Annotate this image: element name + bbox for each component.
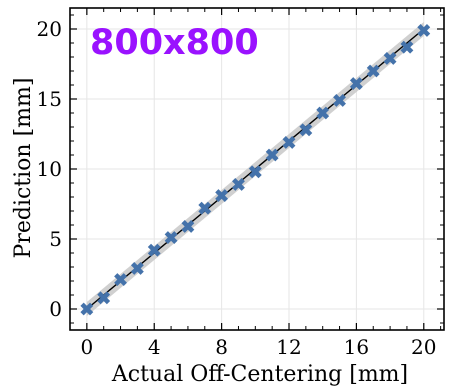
data-point-stroke (232, 177, 245, 191)
data-point-stroke (333, 93, 346, 107)
axes (69, 7, 445, 331)
data-point (147, 243, 161, 257)
x-tick-label: 8 (215, 335, 228, 359)
x-axis-label: Actual Off-Centering [mm] (111, 362, 408, 386)
data-point (366, 64, 380, 78)
x-tick-label: 16 (344, 335, 369, 359)
data-point (130, 261, 144, 275)
data-point (333, 93, 346, 107)
data-point (417, 23, 431, 37)
y-tick-label: 10 (37, 157, 62, 181)
data-point (198, 201, 212, 215)
data-point-stroke (400, 40, 414, 54)
data-point (265, 148, 279, 162)
x-tick-label: 4 (148, 335, 161, 359)
y-tick-label: 5 (49, 227, 62, 251)
data-point-stroke (181, 219, 195, 233)
data-point (80, 302, 94, 316)
data-point-stroke (147, 243, 161, 257)
data-point-stroke (97, 291, 111, 305)
data-point (215, 189, 229, 203)
data-point-stroke (383, 51, 397, 65)
data-point-stroke (215, 189, 229, 203)
y-tick-label: 20 (37, 17, 62, 41)
data-point-stroke (164, 231, 178, 245)
x-tick-label: 12 (276, 335, 301, 359)
data-point (282, 135, 296, 149)
data-point (232, 177, 245, 191)
data-point (299, 123, 313, 137)
x-tick-label: 20 (411, 335, 436, 359)
data-point (181, 219, 195, 233)
data-point-stroke (80, 302, 94, 316)
y-tick-label: 0 (49, 297, 62, 321)
y-axis-label: Prediction [mm] (11, 78, 36, 259)
data-point-stroke (130, 261, 144, 275)
x-tick-label: 0 (80, 335, 93, 359)
data-point-stroke (114, 273, 127, 287)
data-point-stroke (248, 165, 262, 179)
data-point (114, 273, 127, 287)
data-point-stroke (349, 77, 363, 91)
data-point-stroke (198, 201, 212, 215)
data-point-stroke (417, 23, 431, 37)
y-tick-label: 15 (37, 87, 62, 111)
data-point-stroke (265, 148, 279, 162)
data-point (316, 106, 330, 120)
data-point (97, 291, 111, 305)
tick-labels: 0 4 8 12 16 20 0 5 10 15 20 (37, 17, 437, 359)
data-points (80, 23, 431, 316)
data-point-stroke (366, 64, 380, 78)
data-point (349, 77, 363, 91)
data-point-stroke (282, 135, 296, 149)
data-point-stroke (316, 106, 330, 120)
data-point (164, 231, 178, 245)
data-point-stroke (299, 123, 313, 137)
data-point (383, 51, 397, 65)
data-point (248, 165, 262, 179)
data-point (400, 40, 414, 54)
chart-annotation: 800x800 (90, 23, 259, 63)
